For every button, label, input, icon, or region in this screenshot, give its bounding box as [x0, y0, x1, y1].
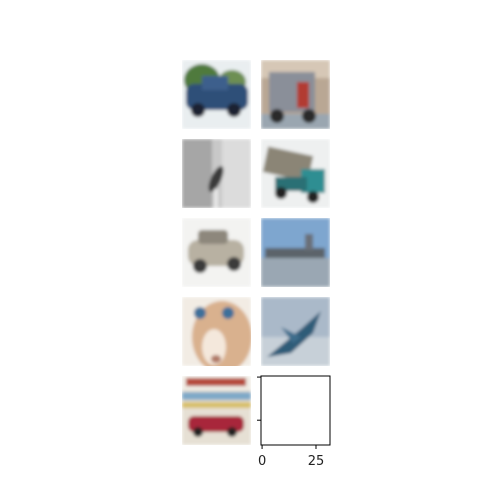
image-cat: [182, 297, 251, 366]
x-tick-label: 0: [258, 454, 266, 469]
image-airplane: [261, 297, 330, 366]
image-truck: [261, 60, 330, 129]
image-bird: [182, 139, 251, 208]
image-sedan: [182, 218, 251, 287]
axes-frame: [260, 375, 331, 446]
x-tick-label: 25: [308, 454, 325, 469]
image-magazine: [182, 376, 251, 445]
image-car: [182, 60, 251, 129]
image-ship: [261, 218, 330, 287]
image-toy-truck: [261, 139, 330, 208]
